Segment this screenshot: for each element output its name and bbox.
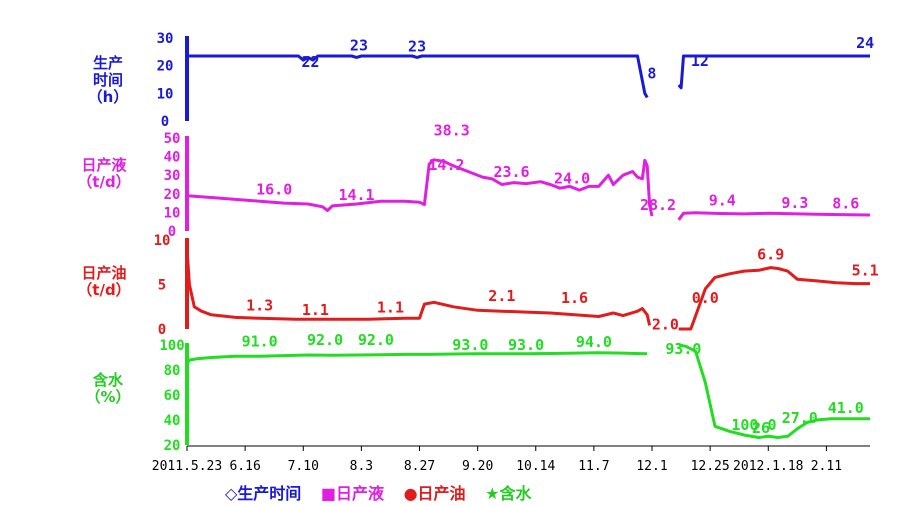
panel-0-data-label: 22 [301, 53, 319, 71]
panel-2-data-label: 2.1 [488, 287, 515, 305]
panel-2-data-label: 0.0 [692, 289, 719, 307]
panel-1-data-label: 16.0 [256, 180, 292, 198]
panel-3-data-label: 27.0 [782, 409, 818, 427]
panel-2-data-label: 1.1 [302, 301, 329, 319]
panel-1-data-label: 9.4 [709, 192, 736, 210]
panel-3-data-label: 100.0 [731, 416, 776, 434]
panel-1-tick-label: 20 [164, 187, 181, 203]
panel-1-tick-label: 40 [164, 150, 181, 166]
legend-item-oil: ●日产油 [403, 484, 466, 503]
panel-2-tick-label: 10 [154, 233, 171, 249]
panel-0-data-label: 24 [856, 34, 874, 52]
panel-3-tick-label: 80 [164, 363, 181, 379]
label-oil-line2: （t/d） [77, 281, 131, 299]
panel-2-series-0-line [185, 248, 652, 326]
legend-item-liquid: ■日产液 [320, 484, 385, 503]
label-hours-line3: （h） [87, 88, 129, 106]
panel-1-data-label: 24.0 [554, 169, 590, 187]
panel-3-tick-label: 20 [164, 438, 181, 454]
panel-3-tick-label: 100 [159, 338, 184, 354]
panel-2-data-label: 6.9 [757, 246, 784, 264]
panel-1-data-label: 23.6 [493, 163, 529, 181]
panel-1-data-label: 14.2 [428, 156, 464, 174]
label-oil-line1: 日产油 [81, 264, 127, 282]
x-tick-label: 8.3 [350, 459, 373, 474]
panel-label-liquid: 日产液 （t/d） [50, 157, 158, 191]
panel-1-data-label: 8.6 [832, 195, 859, 213]
panel-1-series-0-line [186, 158, 654, 217]
x-tick-label: 7.10 [288, 459, 319, 474]
panel-3-tick-label: 40 [164, 413, 181, 429]
x-tick-label: 2011.5.23 [152, 459, 222, 474]
panel-1-tick-label: 30 [164, 168, 181, 184]
panel-0-tick-label: 30 [157, 31, 174, 47]
panel-0-tick-label: 20 [157, 59, 174, 75]
panel-0-data-label: 23 [350, 37, 368, 55]
panel-1-data-label: 14.1 [338, 186, 374, 204]
panel-3-series-0-line [185, 351, 648, 365]
x-tick-label: 8.27 [404, 459, 435, 474]
panel-3-data-label: 93.0 [508, 336, 544, 354]
panel-2-data-label: 1.3 [246, 296, 273, 314]
panel-3-data-label: 94.0 [576, 333, 612, 351]
x-tick-label: 12.1 [636, 459, 667, 474]
panel-2-data-label: 1.6 [561, 289, 588, 307]
x-tick-label: 2012.1.18 [733, 459, 803, 474]
panel-0-tick-label: 0 [161, 114, 169, 130]
panel-0-series-0-line [187, 54, 649, 99]
x-tick-label: 10.14 [516, 459, 555, 474]
panel-2-data-label: 5.1 [852, 262, 879, 280]
panel-1-tick-label: 0 [168, 224, 176, 240]
label-liquid-line1: 日产液 [81, 156, 127, 174]
panel-1-data-label: 28.2 [640, 196, 676, 214]
panel-3-data-label: 93.0 [452, 336, 488, 354]
panel-3-data-label: 91.0 [242, 332, 278, 350]
panel-2-data-label: 2.0 [652, 315, 679, 333]
panel-2-data-label: 1.1 [377, 299, 404, 317]
panel-1-tick-label: 10 [164, 205, 181, 221]
label-water-line1: 含水 [92, 371, 123, 389]
panel-2-tick-label: 5 [158, 278, 166, 294]
panel-label-oil: 日产油 （t/d） [50, 265, 158, 299]
label-hours-line2: 时间 [92, 71, 123, 89]
x-tick-label: 11.7 [578, 459, 609, 474]
panel-3-data-label: 92.0 [358, 331, 394, 349]
panel-3-data-label: 41.0 [828, 399, 864, 417]
panel-1-data-label: 38.3 [434, 121, 470, 139]
panel-0-data-label: 23 [408, 37, 426, 55]
panel-1-tick-label: 50 [164, 131, 181, 147]
x-tick-label: 6.16 [229, 459, 260, 474]
label-liquid-line2: （t/d） [77, 173, 131, 191]
x-tick-label: 2.11 [811, 459, 842, 474]
panel-2-series-1-line [678, 266, 870, 331]
panel-3-data-label: 26 [752, 419, 770, 437]
panel-3-series-1-line [678, 343, 870, 439]
panel-0-tick-label: 10 [157, 86, 174, 102]
panel-label-water: 含水 （%） [58, 372, 158, 406]
label-water-line2: （%） [85, 388, 131, 406]
legend-item-hours: ◇生产时间 [225, 484, 302, 503]
label-hours-line1: 生产 [92, 54, 123, 72]
panel-0-series-1-line [677, 54, 870, 90]
panel-1-series-1-line [677, 211, 871, 221]
legend-item-water: ★含水 [485, 484, 532, 503]
x-tick-label: 12.25 [691, 459, 730, 474]
panel-3-tick-label: 60 [164, 388, 181, 404]
panel-label-hours: 生产 时间 （h） [58, 55, 158, 106]
panel-3-data-label: 93.0 [665, 340, 701, 358]
panel-2-tick-label: 0 [158, 322, 166, 338]
panel-0-data-label: 8 [647, 64, 656, 82]
x-tick-label: 9.20 [462, 459, 493, 474]
panel-0-data-label: 12 [691, 52, 709, 70]
panel-3-data-label: 92.0 [307, 331, 343, 349]
legend: ◇生产时间 ■日产液 ●日产油 ★含水 [225, 480, 546, 504]
panel-1-data-label: 9.3 [781, 194, 808, 212]
